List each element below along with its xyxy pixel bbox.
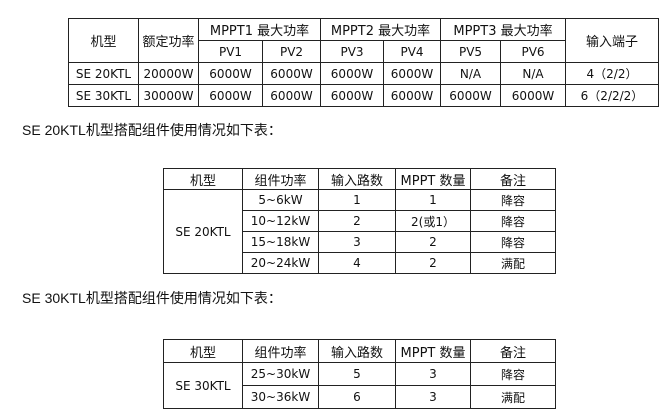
inverter-spec-table: 机型 额定功率 MPPT1 最大功率 MPPT2 最大功率 MPPT3 最大功率… [68, 18, 659, 107]
cell: 6000W [262, 62, 321, 85]
se30ktl-config-table: 机型 组件功率 输入路数 MPPT 数量 备注 SE 30KTL 25~30kW… [163, 339, 556, 409]
cell: SE 20KTL [68, 62, 139, 85]
cell: 降容 [470, 210, 556, 232]
cell: 3 [395, 385, 471, 409]
header-mppt2: MPPT2 最大功率 [320, 18, 441, 41]
cell: 6（2/2/2） [565, 84, 659, 107]
cell: 满配 [470, 385, 556, 409]
header-model: 机型 [68, 18, 139, 63]
cell: 6000W [320, 84, 384, 107]
header-row: 机型 组件功率 输入路数 MPPT 数量 备注 [163, 339, 556, 363]
table-row: 15~18kW 3 2 降容 [164, 231, 556, 253]
cell: SE 30KTL [68, 84, 139, 107]
se20ktl-config-table: 机型 组件功率 输入路数 MPPT 数量 备注 SE 20KTL 5~6kW 1… [163, 168, 556, 274]
header-row: 机型 额定功率 MPPT1 最大功率 MPPT2 最大功率 MPPT3 最大功率… [68, 18, 659, 63]
header-cell: 备注 [470, 168, 556, 190]
cell: N/A [500, 62, 566, 85]
cell: 20000W [138, 62, 199, 85]
header-cell: MPPT 数量 [395, 168, 471, 190]
cell: 降容 [470, 231, 556, 253]
cell: 2 [395, 231, 471, 253]
cell: 30~36kW [242, 385, 319, 409]
cell: 6000W [383, 84, 441, 107]
header-pv4: PV4 [383, 40, 441, 63]
header-row: 机型 组件功率 输入路数 MPPT 数量 备注 [163, 168, 556, 190]
header-cell: 输入路数 [318, 168, 396, 190]
cell: 降容 [470, 362, 556, 386]
cell: 降容 [470, 189, 556, 211]
header-cell: 组件功率 [242, 339, 319, 363]
table-row: SE 30KTL 25~30kW 5 3 降容 [163, 362, 556, 409]
cell: 1 [395, 189, 471, 211]
table-row: SE 30KTL 30000W 6000W 6000W 6000W 6000W … [68, 84, 659, 107]
cell: 5 [318, 362, 396, 386]
cell: 6000W [440, 84, 501, 107]
cell: 2 [318, 210, 396, 232]
cell: 10~12kW [242, 210, 319, 232]
header-cell: 输入路数 [318, 339, 396, 363]
cell: 1 [318, 189, 396, 211]
model-cell: SE 30KTL [163, 362, 243, 409]
header-pv5: PV5 [440, 40, 501, 63]
cell: 6000W [383, 62, 441, 85]
header-pv6: PV6 [500, 40, 566, 63]
header-mppt3: MPPT3 最大功率 [440, 18, 566, 41]
cell: 5~6kW [242, 189, 319, 211]
cell: 2 [395, 252, 471, 274]
header-row: PV1 PV2 PV3 PV4 PV5 PV6 [69, 40, 659, 63]
table-row: SE 20KTL 5~6kW 1 1 降容 [163, 189, 556, 274]
cell: 3 [318, 231, 396, 253]
header-cell: MPPT 数量 [395, 339, 471, 363]
header-rated-power: 额定功率 [138, 18, 199, 63]
cell: 2(或1） [395, 210, 471, 232]
cell: 6 [318, 385, 396, 409]
header-cell: 机型 [163, 168, 243, 190]
header-pv3: PV3 [320, 40, 384, 63]
section-text-30ktl: SE 30KTL机型搭配组件使用情况如下表： [22, 290, 282, 306]
cell: 6000W [320, 62, 384, 85]
cell: 3 [395, 362, 471, 386]
table-row: 30~36kW 6 3 满配 [164, 385, 556, 409]
cell: 25~30kW [242, 362, 319, 386]
section-text-20ktl: SE 20KTL机型搭配组件使用情况如下表： [22, 122, 282, 138]
table-row: 20~24kW 4 2 满配 [164, 252, 556, 274]
cell: 4 [318, 252, 396, 274]
model-cell: SE 20KTL [163, 189, 243, 274]
cell: 20~24kW [242, 252, 319, 274]
header-cell: 组件功率 [242, 168, 319, 190]
cell: 4（2/2） [565, 62, 659, 85]
header-cell: 备注 [470, 339, 556, 363]
header-pv1: PV1 [198, 40, 263, 63]
cell: N/A [440, 62, 501, 85]
cell: 满配 [470, 252, 556, 274]
table-row: SE 20KTL 20000W 6000W 6000W 6000W 6000W … [68, 62, 659, 85]
header-mppt1: MPPT1 最大功率 [198, 18, 321, 41]
cell: 6000W [500, 84, 566, 107]
cell: 6000W [262, 84, 321, 107]
header-cell: 机型 [163, 339, 243, 363]
cell: 6000W [198, 84, 263, 107]
cell: 30000W [138, 84, 199, 107]
cell: 15~18kW [242, 231, 319, 253]
header-terminals: 输入端子 [565, 18, 659, 63]
header-pv2: PV2 [262, 40, 321, 63]
cell: 6000W [198, 62, 263, 85]
